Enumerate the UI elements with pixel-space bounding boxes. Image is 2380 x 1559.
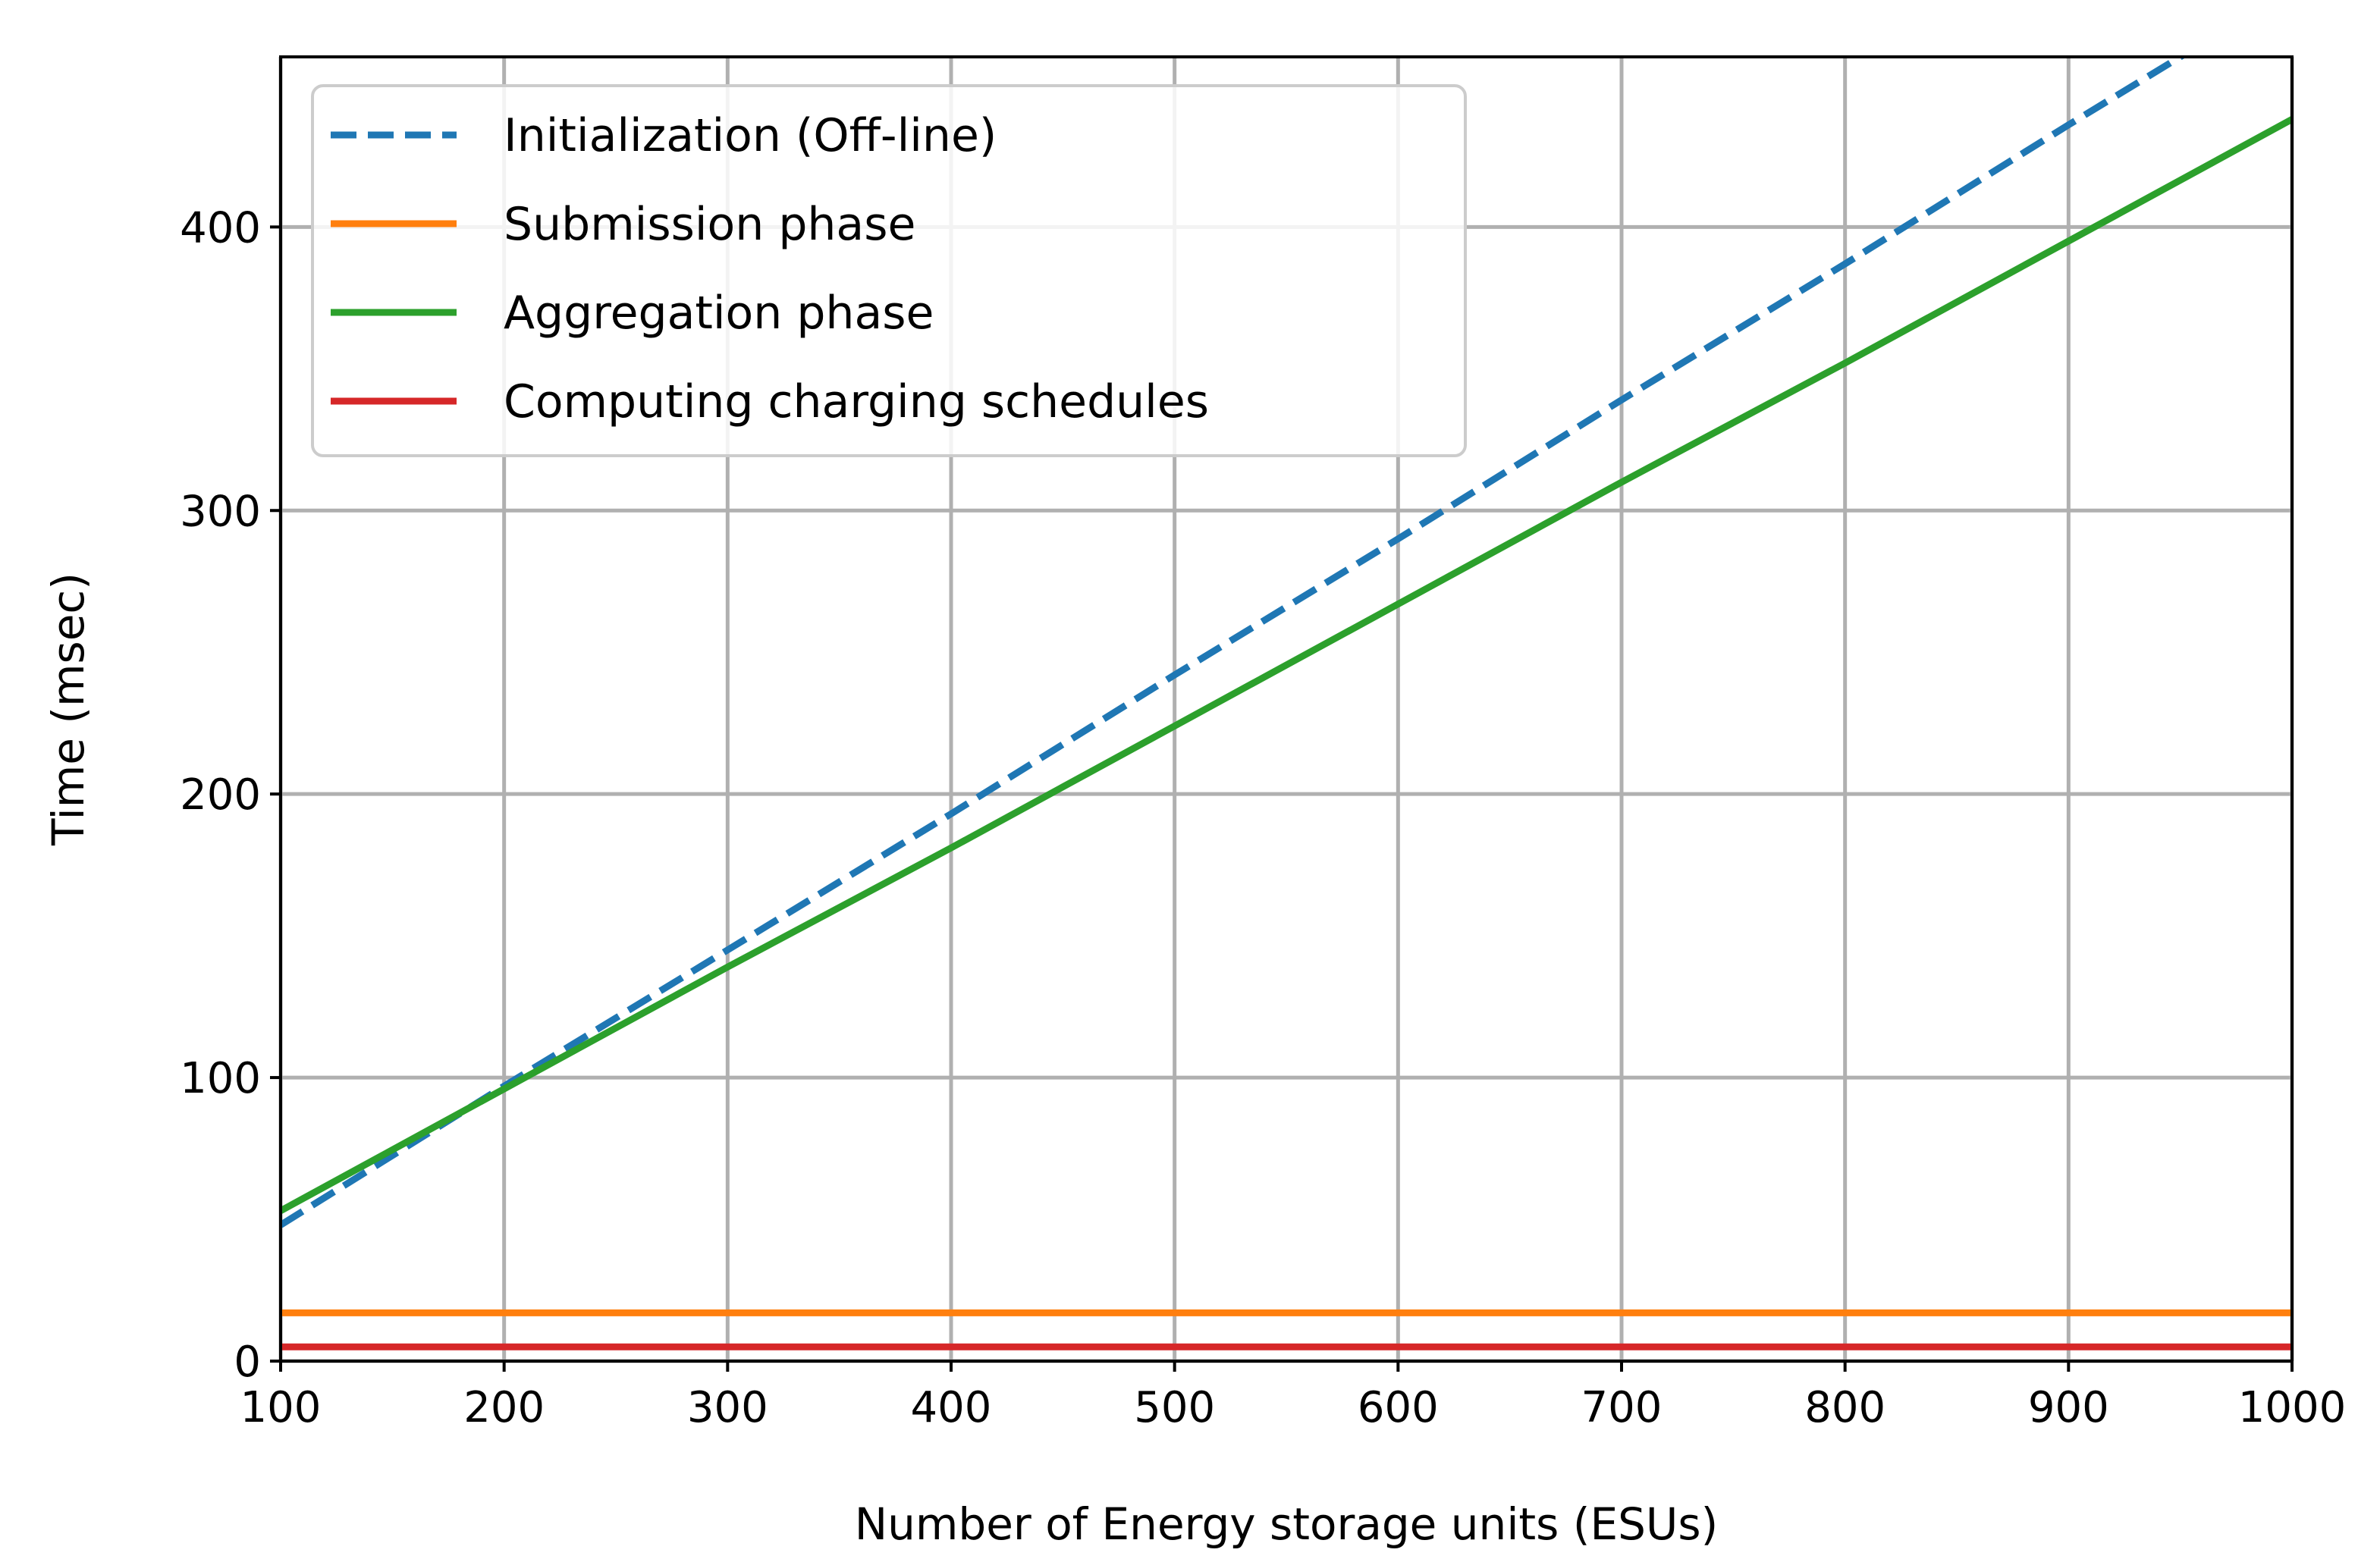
series-lines — [281, 57, 2292, 1350]
legend-label-2: Submission phase — [504, 198, 915, 251]
series-line-1 — [281, 57, 2187, 1228]
x-tick-label: 100 — [240, 1383, 322, 1432]
x-tick-label: 300 — [687, 1383, 768, 1432]
x-tick-label: 600 — [1358, 1383, 1439, 1432]
y-tick-label: 100 — [180, 1054, 261, 1103]
x-tick-label: 1000 — [2238, 1383, 2347, 1432]
y-tick-label: 300 — [180, 487, 261, 536]
legend-label-1: Initialization (Off-line) — [504, 109, 997, 162]
series-line-3 — [281, 116, 2292, 1214]
x-axis-label: Number of Energy storage units (ESUs) — [855, 1498, 1718, 1550]
x-tick-label: 800 — [1804, 1383, 1885, 1432]
plot-frame — [279, 55, 2294, 1363]
y-tick-label: 200 — [180, 770, 261, 820]
axis-ticks: 100 200 300 400 500 600 700 800 900 1000010020030… — [180, 203, 2346, 1432]
y-tick-label: 400 — [180, 203, 261, 253]
legend-label-4: Computing charging schedules — [504, 375, 1209, 428]
legend-label-3: Aggregation phase — [504, 287, 934, 340]
y-axis-label: Time (msec) — [42, 572, 94, 846]
x-tick-label: 500 — [1134, 1383, 1215, 1432]
legend: Initialization (Off-line) Submission phas… — [311, 84, 1467, 457]
x-tick-label: 700 — [1581, 1383, 1663, 1432]
y-tick-label: 0 — [234, 1338, 261, 1387]
x-tick-label: 900 — [2028, 1383, 2109, 1432]
x-tick-label: 400 — [911, 1383, 992, 1432]
x-tick-label: 200 — [463, 1383, 545, 1432]
legend-box — [311, 84, 1467, 457]
